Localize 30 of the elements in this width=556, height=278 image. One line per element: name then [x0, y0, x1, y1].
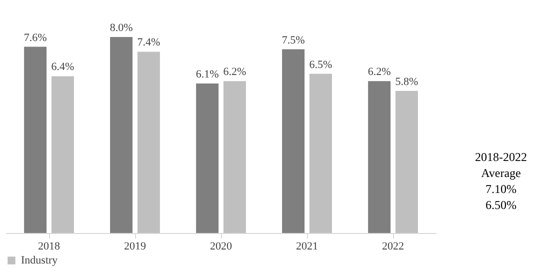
data-label: 5.8%: [395, 76, 418, 88]
bar: [137, 52, 160, 233]
text: 6.50%: [486, 198, 516, 212]
x-tick-label: 2019: [124, 240, 146, 252]
data-label: 6.2%: [223, 66, 246, 78]
legend-label: Industry: [21, 254, 58, 266]
text: Average: [481, 166, 521, 180]
data-label: 7.5%: [282, 34, 305, 46]
data-label: 7.4%: [137, 36, 160, 49]
x-tick-label: 2018: [38, 240, 60, 252]
data-label: 7.6%: [24, 32, 47, 44]
bar: [223, 81, 246, 233]
data-label: 6.1%: [196, 68, 219, 81]
data-label: 6.4%: [51, 61, 74, 74]
data-label: 6.5%: [309, 58, 332, 71]
data-label: 8.0%: [110, 22, 133, 34]
bar: [368, 81, 391, 233]
bar: [24, 46, 47, 233]
x-tick-label: 2021: [296, 240, 318, 252]
x-tick-label: 2022: [382, 240, 404, 252]
bar: [196, 84, 219, 233]
bar: [51, 76, 74, 233]
bar: [282, 49, 305, 233]
bar: [309, 74, 332, 233]
x-tick-label: 2020: [210, 240, 232, 252]
bar: [110, 37, 133, 233]
bar: [395, 90, 418, 233]
data-label: 6.2%: [368, 66, 391, 78]
text: 7.10%: [486, 182, 516, 196]
text: 2018-2022: [475, 150, 527, 164]
